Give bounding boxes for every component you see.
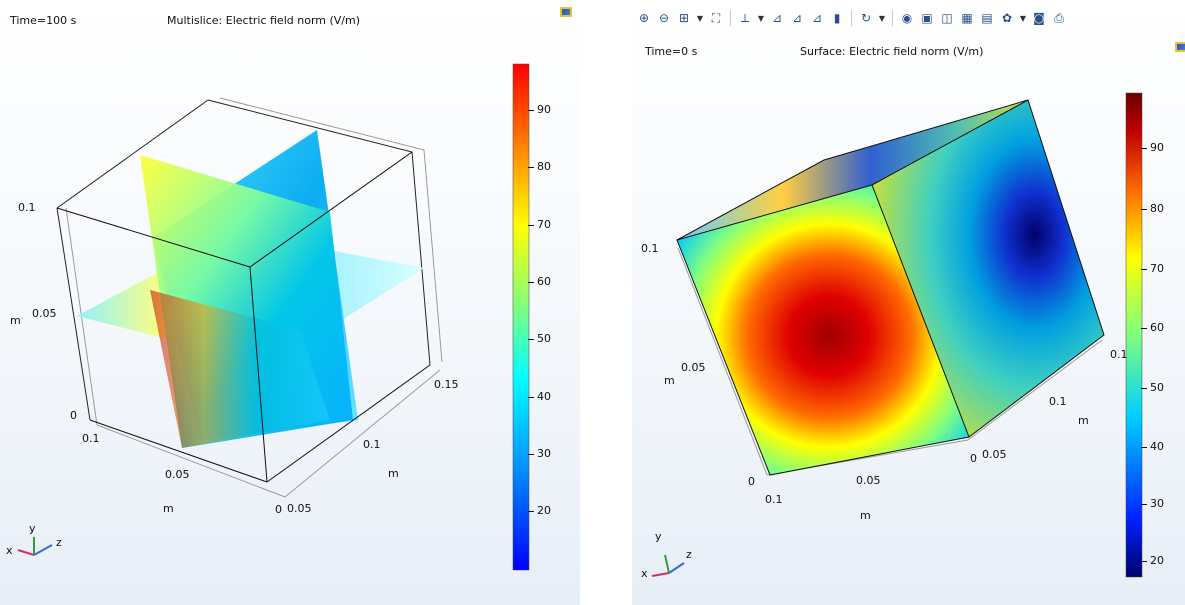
view-xy-icon[interactable]: ⊿: [771, 11, 783, 25]
rotate-icon[interactable]: ↻: [860, 11, 872, 25]
zoom-box-icon[interactable]: ⊞: [678, 11, 690, 25]
view-zx-icon[interactable]: ⊿: [811, 11, 823, 25]
plot-title: Multislice: Electric field norm (V/m): [167, 14, 361, 27]
triad-y-label: y: [29, 522, 36, 535]
triad-y-label: y: [655, 530, 662, 543]
colorbar-tick: 90: [1141, 141, 1164, 154]
z-tick: 0.05: [681, 361, 706, 374]
z-tick: 0.1: [641, 242, 659, 255]
left-plot-panel[interactable]: Time=100 s Multislice: Electric field no…: [0, 0, 580, 605]
view-yz-icon[interactable]: ⊿: [791, 11, 803, 25]
x-tick: 0.1: [82, 432, 100, 445]
triad-z-label: z: [56, 536, 62, 549]
right-plot-panel[interactable]: ⊕ ⊖ ⊞ ▼ ⛶ ⟂ ▼ ⊿ ⊿ ⊿ ▮ ↻ ▼ ◉ ▣ ◫ ▦ ▤ ✿ ▼ …: [632, 0, 1185, 605]
transparency-icon[interactable]: ▣: [921, 11, 933, 25]
print-icon[interactable]: ⎙: [1054, 10, 1064, 25]
y-tick: 0.1: [363, 438, 381, 451]
x-tick: 0.05: [856, 474, 881, 487]
z-tick: 0: [70, 409, 77, 422]
zoom-in-icon[interactable]: ⊕: [638, 11, 650, 25]
toolbar-divider: [892, 10, 893, 26]
axis-triad: [17, 537, 53, 556]
axis-orientation-icon[interactable]: ⟂: [740, 10, 749, 25]
y-tick: 0.15: [434, 378, 459, 391]
colorbar-tick: 50: [528, 332, 551, 345]
front-face: [677, 185, 969, 475]
colorbar-tick: 80: [528, 160, 551, 173]
y-tick: 0.05: [982, 448, 1007, 461]
colorbar-tick: 70: [528, 218, 551, 231]
x-unit-label: m: [163, 502, 174, 515]
colorbar-tick: 90: [528, 103, 551, 116]
chevron-down-icon[interactable]: ▼: [1019, 13, 1027, 23]
go-to-default-view-icon[interactable]: ▮: [833, 11, 841, 25]
toolbar-divider: [730, 10, 731, 26]
colorbar-tick: 20: [528, 504, 551, 517]
top-face: [677, 100, 1028, 240]
graphics-toolbar: ⊕ ⊖ ⊞ ▼ ⛶ ⟂ ▼ ⊿ ⊿ ⊿ ▮ ↻ ▼ ◉ ▣ ◫ ▦ ▤ ✿ ▼ …: [632, 8, 1067, 28]
bounding-box-front: [56, 151, 431, 483]
colorbar-tick: 20: [1141, 554, 1164, 567]
plot-title: Surface: Electric field norm (V/m): [800, 45, 984, 58]
y-tick: 0.05: [287, 502, 312, 515]
colorbar-tick: 60: [1141, 321, 1164, 334]
colorbar-tick: 40: [1141, 440, 1164, 453]
z-tick: 0: [748, 475, 755, 488]
x-tick: 0.05: [165, 468, 190, 481]
zoom-out-icon[interactable]: ⊖: [658, 11, 670, 25]
z-tick: 0.1: [18, 201, 36, 214]
colorbar-tick: 30: [528, 447, 551, 460]
right-face: [872, 100, 1104, 437]
triad-x-label: x: [641, 567, 648, 580]
y-unit-label: m: [1078, 414, 1089, 427]
camera-icon[interactable]: ◙: [1033, 11, 1045, 25]
z-tick: 0.05: [32, 307, 57, 320]
scene-light-icon[interactable]: ◉: [901, 11, 913, 25]
z-unit-label: m: [664, 374, 675, 387]
z-unit-label: m: [10, 314, 21, 327]
plot-settings-icon[interactable]: [560, 7, 572, 17]
wireframe-icon[interactable]: ◫: [941, 11, 953, 25]
x-tick: 0.1: [765, 493, 783, 506]
y-tick: 0.1: [1110, 348, 1128, 361]
grid-icon[interactable]: ▦: [961, 11, 973, 25]
multislice-plot[interactable]: [0, 0, 580, 605]
surface-plot[interactable]: [632, 0, 1185, 605]
legend-icon[interactable]: ▤: [981, 11, 993, 25]
chevron-down-icon[interactable]: ▼: [878, 13, 886, 23]
y-unit-label: m: [388, 467, 399, 480]
x-unit-label: m: [860, 509, 871, 522]
triad-x-label: x: [6, 544, 13, 557]
plot-settings-icon[interactable]: [1175, 42, 1185, 52]
colorbar: [512, 63, 530, 571]
colorbar-tick: 70: [1141, 262, 1164, 275]
colorbar-tick: 30: [1141, 497, 1164, 510]
chevron-down-icon[interactable]: ▼: [696, 13, 704, 23]
time-label: Time=0 s: [645, 45, 698, 58]
y-tick: 0: [275, 503, 282, 516]
chevron-down-icon[interactable]: ▼: [757, 13, 765, 23]
colorbar-tick: 80: [1141, 202, 1164, 215]
colorbar-tick: 40: [528, 390, 551, 403]
axis-triad: [651, 554, 685, 577]
time-label: Time=100 s: [10, 14, 77, 27]
bounding-box: [676, 99, 1105, 476]
y-tick: 0.1: [1049, 395, 1067, 408]
toolbar-divider: [851, 10, 852, 26]
render-settings-icon[interactable]: ✿: [1001, 11, 1013, 25]
colorbar-tick: 50: [1141, 381, 1164, 394]
triad-z-label: z: [686, 548, 692, 561]
y-tick: 0: [970, 452, 977, 465]
colorbar: [1125, 92, 1143, 578]
colorbar-tick: 60: [528, 275, 551, 288]
zoom-extents-icon[interactable]: ⛶: [711, 10, 721, 25]
panel-gap: [580, 0, 632, 605]
